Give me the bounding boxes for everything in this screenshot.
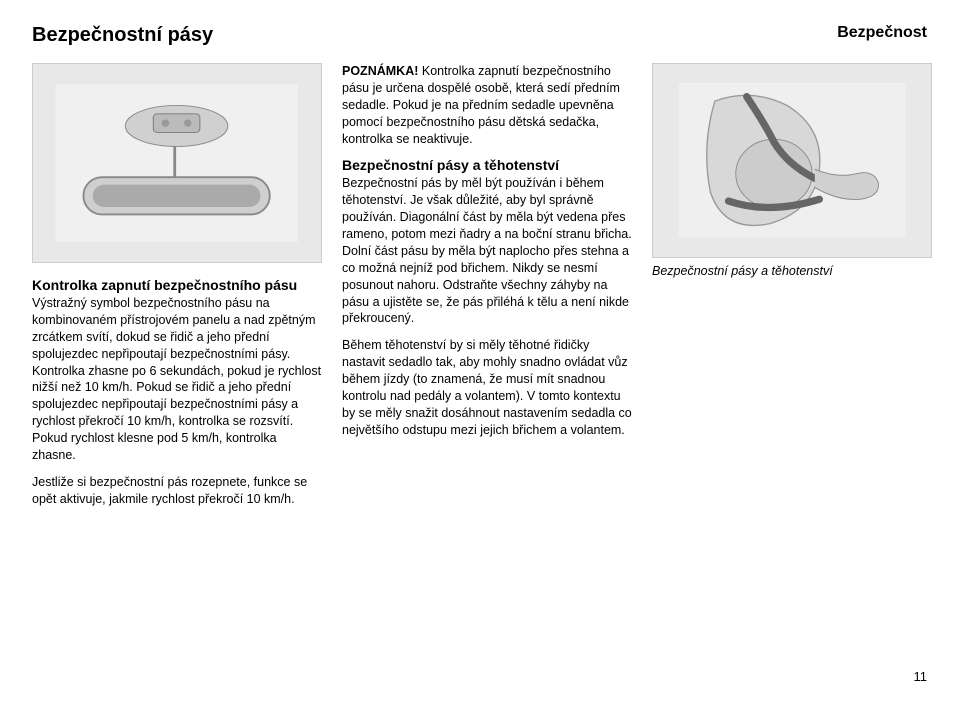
col2-note: POZNÁMKA! Kontrolka zapnutí bezpečnostní… [342, 63, 632, 147]
col2-paragraph-1: Bezpečnostní pás by měl být používán i b… [342, 175, 632, 327]
col1-paragraph-1: Výstražný symbol bezpečnostního pásu na … [32, 295, 322, 464]
col3-caption: Bezpečnostní pásy a těhotenství [652, 264, 932, 278]
column-2: POZNÁMKA! Kontrolka zapnutí bezpečnostní… [342, 63, 632, 518]
mirror-illustration [32, 63, 322, 263]
mirror-svg [47, 84, 306, 242]
column-1: Kontrolka zapnutí bezpečnostního pásu Vý… [32, 63, 322, 518]
page-number: 11 [914, 669, 928, 684]
pregnancy-illustration [652, 63, 932, 258]
column-3: Bezpečnostní pásy a těhotenství [652, 63, 932, 518]
note-label: POZNÁMKA! [342, 64, 418, 78]
col1-heading: Kontrolka zapnutí bezpečnostního pásu [32, 277, 322, 293]
pregnancy-svg [667, 83, 917, 237]
col2-paragraph-2: Během těhotenství by si měly těhotné řid… [342, 337, 632, 438]
col2-heading: Bezpečnostní pásy a těhotenství [342, 157, 632, 173]
page-title: Bezpečnostní pásy [32, 24, 927, 47]
page-category: Bezpečnost [837, 24, 927, 42]
col1-paragraph-2: Jestliže si bezpečnostní pás rozepnete, … [32, 474, 322, 508]
content-columns: Kontrolka zapnutí bezpečnostního pásu Vý… [32, 63, 927, 518]
